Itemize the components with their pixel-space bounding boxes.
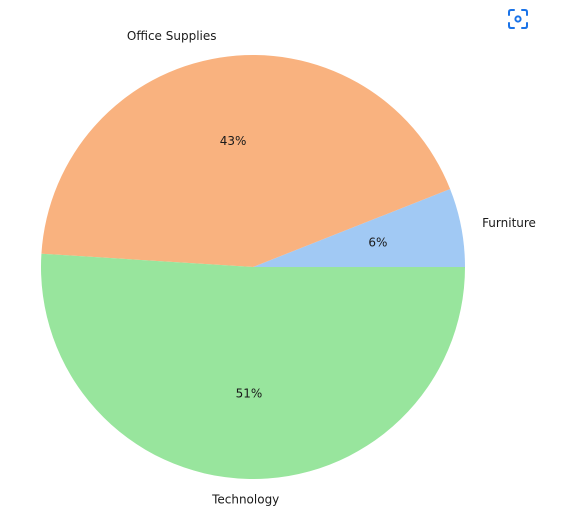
focus-mode-button[interactable] — [505, 6, 531, 32]
pie-category-label: Furniture — [482, 216, 536, 230]
pie-slice-furniture — [253, 188, 465, 267]
pie-slice-office-supplies — [41, 55, 451, 267]
pie-category-label: Office Supplies — [127, 29, 217, 43]
pie-category-label: Technology — [211, 493, 279, 507]
pie-percent-label: 6% — [368, 236, 387, 250]
pie-slice-technology — [41, 253, 465, 479]
focus-mode-icon — [508, 9, 528, 29]
pie-percent-label: 43% — [220, 134, 247, 148]
pie-percent-label: 51% — [236, 387, 263, 401]
